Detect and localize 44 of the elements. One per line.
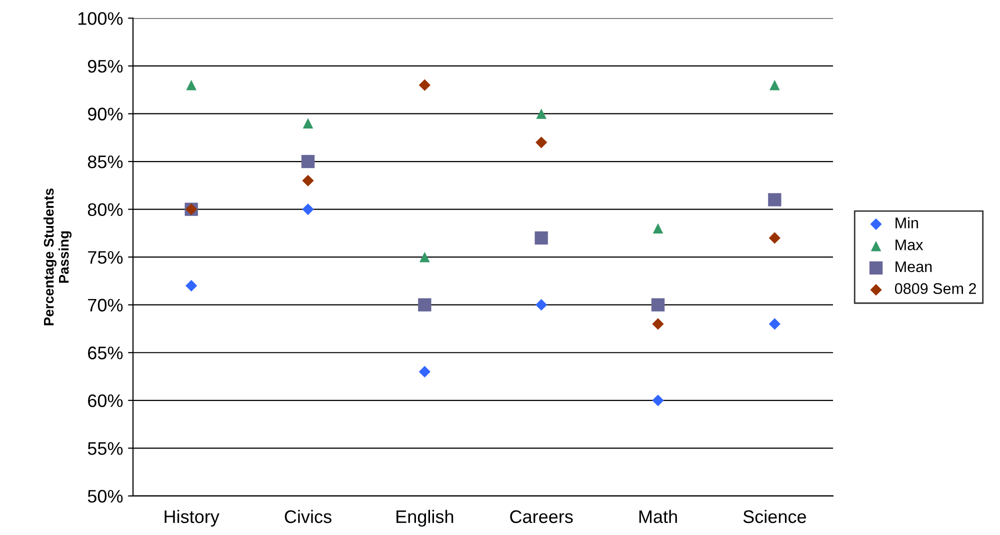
point [302, 203, 314, 216]
point [420, 252, 430, 262]
y-tick-label: 100% [78, 12, 123, 25]
legend-label: Max [896, 240, 924, 250]
point [536, 136, 548, 148]
point [652, 223, 664, 234]
point [302, 174, 314, 186]
point [302, 118, 314, 128]
y-tick-label: 95% [88, 60, 123, 73]
legend-label: 0809 Sem 2 [894, 283, 976, 294]
point [418, 366, 430, 378]
point [768, 232, 780, 244]
y-tick-label: 90% [88, 108, 123, 120]
point [770, 80, 780, 90]
y-tick-label: 65% [88, 346, 123, 360]
point [652, 394, 664, 406]
y-tick-label: 75% [88, 251, 123, 264]
y-tick-label: 55% [88, 442, 123, 455]
point [534, 231, 548, 245]
point [651, 298, 665, 312]
point [536, 299, 548, 311]
point [652, 318, 664, 330]
y-axis-title: Percentage Students Passing [44, 188, 72, 326]
point [418, 79, 430, 91]
x-tick-label: Science [743, 510, 806, 524]
point [301, 154, 315, 168]
x-tick-label: English [396, 510, 454, 527]
y-tick-label: 80% [88, 203, 123, 216]
point [768, 193, 782, 206]
point [186, 280, 198, 292]
x-tick-label: Careers [510, 510, 573, 524]
point [768, 318, 780, 330]
point [536, 108, 546, 119]
point [186, 80, 196, 90]
x-tick-label: Math [639, 510, 677, 524]
y-tick-label: 50% [88, 490, 123, 503]
y-tick-label: 85% [88, 155, 123, 168]
x-tick-label: Civics [284, 510, 332, 524]
legend-label: Mean [896, 261, 932, 272]
legend-label: Min [896, 217, 918, 228]
x-tick-label: History [164, 510, 220, 527]
y-tick-label: 70% [88, 298, 123, 312]
y-tick-label: 60% [88, 394, 123, 408]
point [418, 298, 432, 312]
